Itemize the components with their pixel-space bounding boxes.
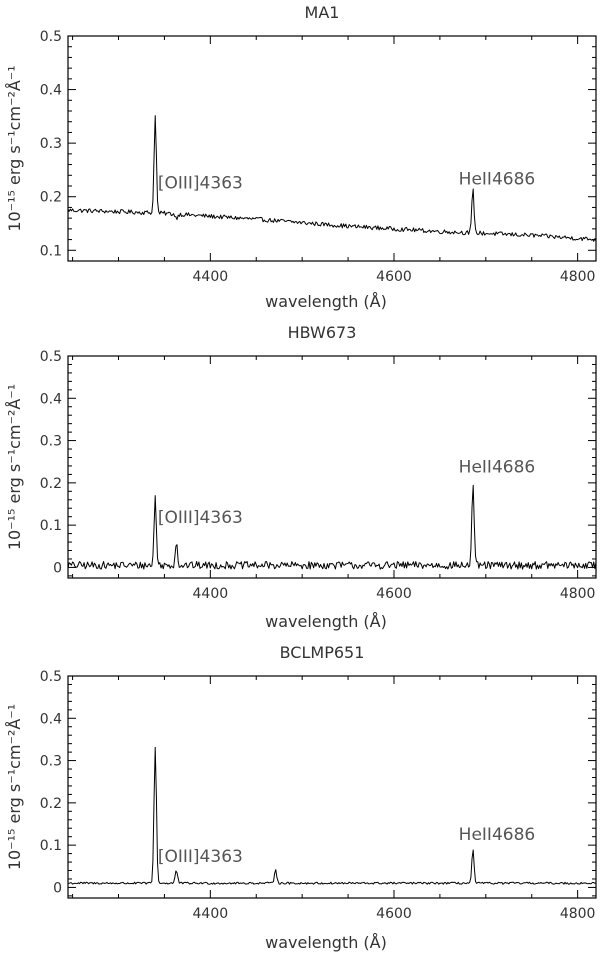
line-annotation: HeII4686	[459, 169, 536, 189]
y-tick-label: 0.3	[40, 434, 62, 450]
y-tick-label: 0.2	[40, 476, 62, 492]
y-tick-label: 0.4	[40, 711, 62, 727]
x-axis-label: wavelength (Å)	[265, 612, 387, 631]
line-annotation: [OIII]4363	[158, 174, 243, 194]
spectrum-panel: BCLMP651 4400 4600 4800 0 0.1 0.2 0.3 0.4 0.5 wave…	[5, 643, 597, 952]
plot-frame	[67, 35, 597, 262]
x-tick-label: 4600	[376, 269, 412, 285]
y-tick-label: 0.5	[40, 349, 62, 365]
x-tick-label: 4400	[193, 906, 229, 922]
spectrum-line	[67, 484, 597, 570]
x-tick-label: 4800	[560, 906, 596, 922]
spectrum-panel: HBW673 4400 4600 4800 0 0.1 0.2 0.3 0.4 0.5 wavele…	[5, 323, 597, 631]
x-tick-label: 4600	[376, 906, 412, 922]
y-tick-label: 0	[53, 560, 62, 576]
y-axis-label: 10⁻¹⁵ erg s⁻¹cm⁻²Å⁻¹	[5, 704, 24, 870]
panel-title: MA1	[305, 3, 340, 22]
x-tick-label: 4600	[376, 586, 412, 602]
spectrum-line	[68, 746, 597, 885]
line-annotation: HeII4686	[459, 825, 536, 845]
y-axis-label: 10⁻¹⁵ erg s⁻¹cm⁻²Å⁻¹	[5, 65, 24, 231]
y-tick-label: 0.4	[40, 83, 62, 99]
y-tick-label: 0.1	[40, 518, 62, 534]
panel-title: HBW673	[288, 323, 357, 342]
x-tick-label: 4800	[560, 269, 596, 285]
spectrum-panel: MA1 4400 4600 4800 0.1 0.2 0.3 0.4 0.5 wavelength…	[5, 3, 597, 311]
y-tick-label: 0.3	[40, 136, 62, 152]
y-axis-label: 10⁻¹⁵ erg s⁻¹cm⁻²Å⁻¹	[5, 384, 24, 550]
y-tick-label: 0.3	[40, 754, 62, 770]
y-tick-label: 0.2	[40, 190, 62, 206]
x-tick-label: 4400	[193, 586, 229, 602]
y-tick-label: 0.1	[40, 838, 62, 854]
x-axis-label: wavelength (Å)	[265, 292, 387, 311]
x-tick-label: 4400	[193, 269, 229, 285]
x-axis-label: wavelength (Å)	[265, 933, 387, 952]
line-annotation: [OIII]4363	[158, 847, 243, 867]
spectrum-line	[67, 115, 597, 242]
panel-title: BCLMP651	[280, 643, 365, 662]
y-tick-label: 0.4	[40, 391, 62, 407]
line-annotation: [OIII]4363	[158, 508, 243, 528]
plot-frame	[67, 675, 597, 899]
line-annotation: HeII4686	[459, 457, 536, 477]
y-tick-label: 0	[53, 880, 62, 896]
plot-frame	[67, 355, 597, 579]
y-tick-label: 0.2	[40, 796, 62, 812]
x-tick-label: 4800	[560, 586, 596, 602]
y-tick-label: 0.5	[40, 29, 62, 45]
y-tick-label: 0.5	[40, 669, 62, 685]
y-tick-label: 0.1	[40, 243, 62, 259]
